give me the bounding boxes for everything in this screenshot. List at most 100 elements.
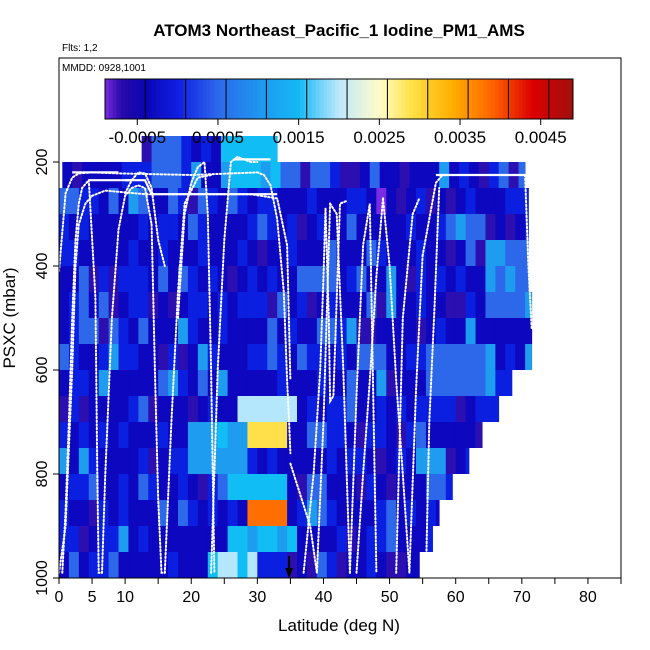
colorbar-swatch xyxy=(366,79,371,119)
heatmap-cell xyxy=(287,292,298,318)
heatmap-cell xyxy=(98,422,109,448)
x-tick-label: 50 xyxy=(381,589,399,606)
heatmap-cell xyxy=(88,370,100,396)
heatmap-cell xyxy=(118,240,129,266)
heatmap-cell xyxy=(148,266,159,292)
heatmap-cell xyxy=(230,136,242,162)
heatmap-cell xyxy=(525,266,529,292)
heatmap-cell xyxy=(366,396,377,422)
colorbar-swatch xyxy=(296,79,301,119)
heatmap-cell xyxy=(138,474,149,500)
heatmap-cell xyxy=(376,318,387,344)
heatmap-cell xyxy=(356,318,367,344)
heatmap-cell xyxy=(416,240,427,266)
flight-track xyxy=(395,197,421,574)
heatmap-cell xyxy=(237,422,248,448)
heatmap-cell xyxy=(59,448,70,474)
heatmap-cell xyxy=(306,552,318,578)
heatmap-cell xyxy=(406,240,417,266)
heatmap-cell xyxy=(465,318,476,344)
heatmap-cell xyxy=(158,292,169,318)
heatmap-cell xyxy=(237,370,248,396)
heatmap-cell xyxy=(197,344,209,370)
heatmap-cell xyxy=(475,266,486,292)
colorbar-swatch xyxy=(397,79,402,119)
colorbar-swatch xyxy=(198,79,203,119)
plot-frame xyxy=(58,57,622,579)
heatmap-cell xyxy=(211,136,222,162)
heatmap-cell xyxy=(98,344,109,370)
heatmap-cell xyxy=(237,500,248,526)
heatmap-cell xyxy=(306,292,318,318)
heatmap-cell xyxy=(128,292,139,318)
heatmap-cell xyxy=(197,500,209,526)
heatmap-cell xyxy=(515,188,526,214)
colorbar-swatch xyxy=(284,79,289,119)
heatmap-cell xyxy=(148,552,159,578)
heatmap-cell xyxy=(178,422,189,448)
heatmap-cell xyxy=(88,344,100,370)
colorbar-swatch xyxy=(471,79,476,119)
heatmap-cell xyxy=(108,396,119,422)
heatmap-cell xyxy=(455,266,467,292)
heatmap-cell xyxy=(287,448,298,474)
heatmap-cell xyxy=(349,162,361,188)
heatmap-cell xyxy=(406,188,417,214)
heatmap-cell xyxy=(316,344,328,370)
heatmap-cell xyxy=(247,292,258,318)
heatmap-cell xyxy=(366,370,377,396)
heatmap-cell xyxy=(201,136,212,162)
heatmap-cell xyxy=(416,292,427,318)
heatmap-cell xyxy=(118,396,129,422)
colorbar-swatch xyxy=(222,79,227,119)
heatmap-cell xyxy=(366,474,377,500)
heatmap-cell xyxy=(207,240,219,266)
heatmap-cell xyxy=(187,188,199,214)
heatmap-cell xyxy=(416,422,427,448)
heatmap-cell xyxy=(336,370,348,396)
heatmap-cell xyxy=(178,474,189,500)
heatmap-cell xyxy=(148,500,159,526)
heatmap-cell xyxy=(525,292,533,318)
heatmap-cell xyxy=(485,396,496,422)
heatmap-cell xyxy=(425,214,437,240)
heatmap-cell xyxy=(406,318,417,344)
heatmap-cell xyxy=(138,318,149,344)
flight-track xyxy=(177,160,216,574)
heatmap-cell xyxy=(306,240,318,266)
colorbar-swatch xyxy=(214,79,219,119)
heatmap-cell xyxy=(207,318,219,344)
flight-track xyxy=(150,223,166,574)
heatmap-cell xyxy=(78,266,90,292)
heatmap-cell xyxy=(475,240,486,266)
colorbar-swatch xyxy=(105,79,110,119)
heatmap-cell xyxy=(297,240,308,266)
heatmap-cell xyxy=(128,526,139,552)
colorbar-swatch xyxy=(128,79,133,119)
heatmap-cell xyxy=(280,162,291,188)
colorbar-swatch xyxy=(440,79,445,119)
heatmap-cell xyxy=(336,552,348,578)
heatmap-cell xyxy=(217,500,228,526)
heatmap-cell xyxy=(78,188,90,214)
colorbar-swatch xyxy=(452,79,457,119)
heatmap-cell xyxy=(356,552,367,578)
colorbar-swatch xyxy=(565,79,570,119)
heatmap-cell xyxy=(68,370,80,396)
heatmap-cell xyxy=(62,162,73,188)
heatmap-cell xyxy=(88,500,100,526)
heatmap-cell xyxy=(435,370,447,396)
heatmap-cell xyxy=(128,318,139,344)
heatmap-cell xyxy=(247,474,258,500)
heatmap-cell xyxy=(376,474,387,500)
heatmap-cell xyxy=(445,370,457,396)
heatmap-cell xyxy=(227,188,238,214)
heatmap-cell xyxy=(386,370,397,396)
heatmap-cell xyxy=(287,422,298,448)
heatmap-cell xyxy=(356,448,367,474)
colorbar-swatch xyxy=(561,79,566,119)
heatmap-cell xyxy=(118,318,129,344)
heatmap-cell xyxy=(326,188,338,214)
heatmap-cell xyxy=(168,188,179,214)
heatmap-cell xyxy=(455,344,467,370)
